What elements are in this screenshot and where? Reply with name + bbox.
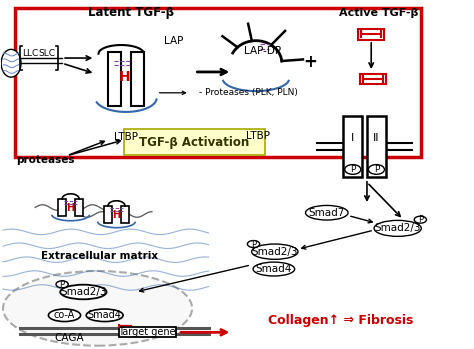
Text: P: P xyxy=(350,165,356,174)
Ellipse shape xyxy=(3,271,192,346)
Ellipse shape xyxy=(48,309,81,321)
Text: SLC: SLC xyxy=(38,49,55,58)
Bar xyxy=(124,129,265,155)
Text: Target gene: Target gene xyxy=(118,327,176,337)
Text: LAP: LAP xyxy=(164,36,183,46)
Ellipse shape xyxy=(60,285,107,299)
Ellipse shape xyxy=(1,49,21,77)
Text: P: P xyxy=(418,215,423,224)
Text: Smad4: Smad4 xyxy=(255,264,292,274)
Text: H: H xyxy=(66,203,75,213)
Bar xyxy=(58,199,66,216)
Ellipse shape xyxy=(345,165,361,174)
Ellipse shape xyxy=(374,220,421,236)
Ellipse shape xyxy=(86,309,123,321)
Bar xyxy=(360,74,386,84)
Bar xyxy=(121,206,129,223)
Ellipse shape xyxy=(56,281,68,288)
Text: Smad2/3: Smad2/3 xyxy=(60,287,107,297)
Ellipse shape xyxy=(368,165,384,174)
Text: LAP-DP: LAP-DP xyxy=(245,46,282,56)
Text: P: P xyxy=(60,280,64,289)
Text: TGF-β Activation: TGF-β Activation xyxy=(139,136,250,149)
Bar xyxy=(15,8,421,157)
Text: LTBP: LTBP xyxy=(114,132,138,142)
Bar xyxy=(119,327,175,337)
Text: H: H xyxy=(119,70,131,84)
Text: LLC: LLC xyxy=(22,49,38,58)
Bar xyxy=(108,52,121,106)
Text: P: P xyxy=(251,239,256,248)
Ellipse shape xyxy=(414,216,427,223)
Text: CAGA: CAGA xyxy=(55,333,84,343)
Bar xyxy=(358,29,384,40)
Ellipse shape xyxy=(247,240,260,247)
Text: Latent TGF-β: Latent TGF-β xyxy=(88,6,173,19)
Ellipse shape xyxy=(253,262,295,276)
Text: co-A: co-A xyxy=(54,310,75,320)
Text: +: + xyxy=(303,53,317,70)
Ellipse shape xyxy=(252,244,298,259)
Text: II: II xyxy=(373,133,380,143)
Ellipse shape xyxy=(306,206,348,220)
Text: Collagen↑ ⇒ Fibrosis: Collagen↑ ⇒ Fibrosis xyxy=(268,314,414,327)
Text: - Proteases (PLK, PLN): - Proteases (PLK, PLN) xyxy=(199,88,298,97)
Text: H: H xyxy=(112,210,120,220)
Bar xyxy=(75,199,83,216)
Text: LTBP: LTBP xyxy=(246,131,270,141)
Text: P: P xyxy=(374,165,379,174)
Bar xyxy=(104,206,112,223)
Text: Smad2/3: Smad2/3 xyxy=(374,223,421,233)
Text: Smad2/3: Smad2/3 xyxy=(252,247,298,257)
Text: Smad4: Smad4 xyxy=(88,310,122,320)
Text: Active TGF-β: Active TGF-β xyxy=(339,8,419,18)
Bar xyxy=(343,116,362,177)
Text: proteases: proteases xyxy=(16,155,75,165)
Text: Extracellular matrix: Extracellular matrix xyxy=(41,251,158,261)
Text: Smad7: Smad7 xyxy=(309,208,345,218)
Bar xyxy=(131,52,144,106)
Text: I: I xyxy=(351,133,355,143)
Bar xyxy=(367,116,386,177)
